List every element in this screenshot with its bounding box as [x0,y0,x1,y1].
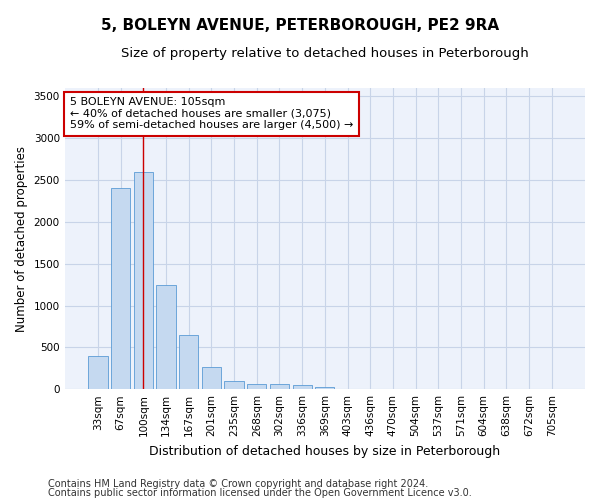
Bar [315,386,334,389]
Bar [179,335,199,389]
Bar [134,172,153,389]
Bar [88,356,107,389]
X-axis label: Distribution of detached houses by size in Peterborough: Distribution of detached houses by size … [149,444,500,458]
Text: 5, BOLEYN AVENUE, PETERBOROUGH, PE2 9RA: 5, BOLEYN AVENUE, PETERBOROUGH, PE2 9RA [101,18,499,32]
Bar [157,284,176,389]
Bar [202,368,221,389]
Text: 5 BOLEYN AVENUE: 105sqm
← 40% of detached houses are smaller (3,075)
59% of semi: 5 BOLEYN AVENUE: 105sqm ← 40% of detache… [70,97,353,130]
Bar [293,385,312,389]
Bar [247,384,266,389]
Bar [270,384,289,389]
Y-axis label: Number of detached properties: Number of detached properties [15,146,28,332]
Text: Contains public sector information licensed under the Open Government Licence v3: Contains public sector information licen… [48,488,472,498]
Bar [224,381,244,389]
Bar [111,188,130,389]
Text: Contains HM Land Registry data © Crown copyright and database right 2024.: Contains HM Land Registry data © Crown c… [48,479,428,489]
Title: Size of property relative to detached houses in Peterborough: Size of property relative to detached ho… [121,48,529,60]
